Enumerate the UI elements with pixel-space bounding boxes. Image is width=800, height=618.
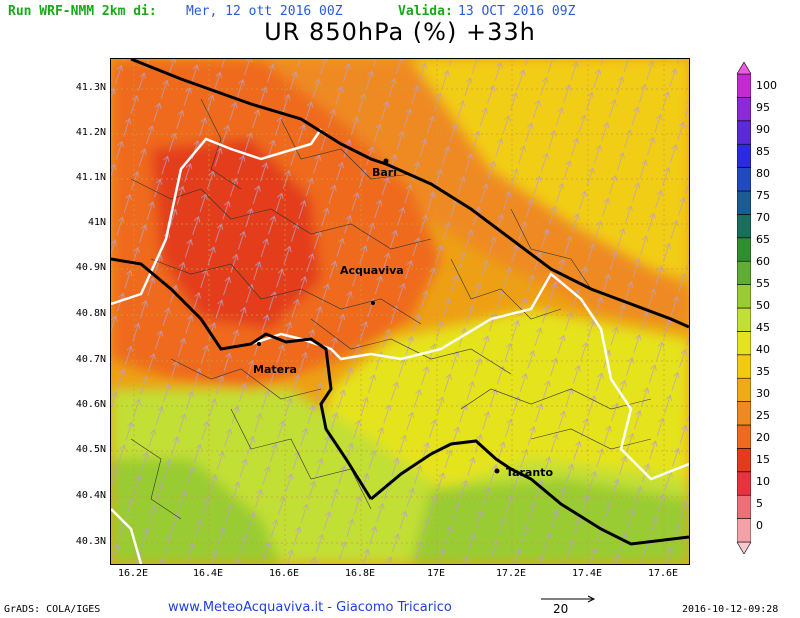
map-title: UR 850hPa (%) +33h — [264, 18, 536, 46]
colorbar-label: 80 — [756, 167, 770, 180]
colorbar-swatch — [736, 518, 752, 543]
lon-tick: 17E — [426, 568, 446, 579]
lat-tick: 41.2N — [75, 127, 106, 138]
city-markers — [257, 158, 500, 474]
colorbar-swatch — [736, 331, 752, 356]
humidity-map — [110, 58, 690, 565]
colorbar-label: 75 — [756, 189, 770, 202]
colorbar-swatch — [736, 448, 752, 473]
colorbar-label: 100 — [756, 79, 777, 92]
city-label-taranto: Taranto — [506, 466, 554, 479]
city-label-acquaviva: Acquaviva — [340, 264, 404, 277]
colorbar-swatch — [736, 190, 752, 215]
valid-label: Valida: — [398, 4, 453, 19]
colorbar-swatch — [736, 73, 752, 98]
run-date: Mer, 12 ott 2016 00Z — [186, 4, 343, 19]
grads-credit: GrADS: COLA/IGES — [4, 604, 101, 615]
colorbar-label: 25 — [756, 409, 770, 422]
colorbar-swatch — [736, 214, 752, 239]
colorbar-swatch — [736, 120, 752, 145]
colorbar-label: 35 — [756, 365, 770, 378]
wind-reference-value: 20 — [553, 602, 569, 616]
colorbar-swatch — [736, 471, 752, 496]
colorbar-label: 5 — [756, 497, 763, 510]
lon-tick: 17.2E — [495, 568, 527, 579]
lon-tick: 16.2E — [117, 568, 149, 579]
colorbar-label: 50 — [756, 299, 770, 312]
map-canvas — [111, 59, 689, 564]
colorbar-label: 45 — [756, 321, 770, 334]
city-label-matera: Matera — [253, 363, 297, 376]
colorbar-swatch — [736, 541, 752, 555]
valid-date: 13 OCT 2016 09Z — [458, 4, 576, 19]
colorbar-swatch — [736, 143, 752, 168]
lat-tick: 40.8N — [75, 308, 106, 319]
lat-tick: 40.5N — [75, 444, 106, 455]
colorbar-swatch — [736, 284, 752, 309]
municipal-boundaries — [130, 98, 652, 520]
colorbar-swatch — [736, 237, 752, 262]
colorbar-label: 65 — [756, 233, 770, 246]
lat-tick: 40.4N — [75, 490, 106, 501]
colorbar-label: 40 — [756, 343, 770, 356]
colorbar-swatch — [736, 424, 752, 449]
colorbar — [736, 61, 752, 555]
lon-tick: 16.4E — [192, 568, 224, 579]
lat-tick: 41N — [87, 217, 106, 228]
coastline — [111, 59, 689, 546]
colorbar-swatch — [736, 307, 752, 332]
wind-reference-arrow-icon — [541, 595, 596, 603]
lon-tick: 16.6E — [268, 568, 300, 579]
colorbar-label: 55 — [756, 277, 770, 290]
colorbar-swatch — [736, 354, 752, 379]
wind-arrows — [111, 59, 689, 564]
lon-tick: 17.6E — [647, 568, 679, 579]
timestamp: 2016-10-12-09:28 — [682, 604, 779, 615]
colorbar-swatch — [736, 494, 752, 519]
colorbar-label: 0 — [756, 519, 763, 532]
lon-tick: 16.8E — [344, 568, 376, 579]
colorbar-label: 95 — [756, 101, 770, 114]
lat-tick: 40.7N — [75, 354, 106, 365]
run-label: Run WRF-NMM 2km di: — [8, 4, 157, 19]
lat-tick: 41.1N — [75, 172, 106, 183]
lat-tick: 40.6N — [75, 399, 106, 410]
colorbar-swatch — [736, 260, 752, 285]
colorbar-swatches — [736, 61, 752, 555]
lon-tick: 17.4E — [571, 568, 603, 579]
colorbar-swatch — [736, 377, 752, 402]
lat-tick: 41.3N — [75, 82, 106, 93]
colorbar-swatch — [736, 61, 752, 75]
lat-tick: 40.9N — [75, 262, 106, 273]
site-credit: www.MeteoAcquaviva.it - Giacomo Tricaric… — [168, 600, 452, 615]
colorbar-label: 90 — [756, 123, 770, 136]
colorbar-label: 60 — [756, 255, 770, 268]
colorbar-label: 15 — [756, 453, 770, 466]
colorbar-label: 10 — [756, 475, 770, 488]
colorbar-label: 20 — [756, 431, 770, 444]
city-label-bari: Bari — [372, 166, 398, 179]
colorbar-label: 70 — [756, 211, 770, 224]
colorbar-swatch — [736, 167, 752, 192]
colorbar-label: 85 — [756, 145, 770, 158]
colorbar-swatch — [736, 401, 752, 426]
lat-tick: 40.3N — [75, 536, 106, 547]
colorbar-swatch — [736, 97, 752, 122]
colorbar-label: 30 — [756, 387, 770, 400]
